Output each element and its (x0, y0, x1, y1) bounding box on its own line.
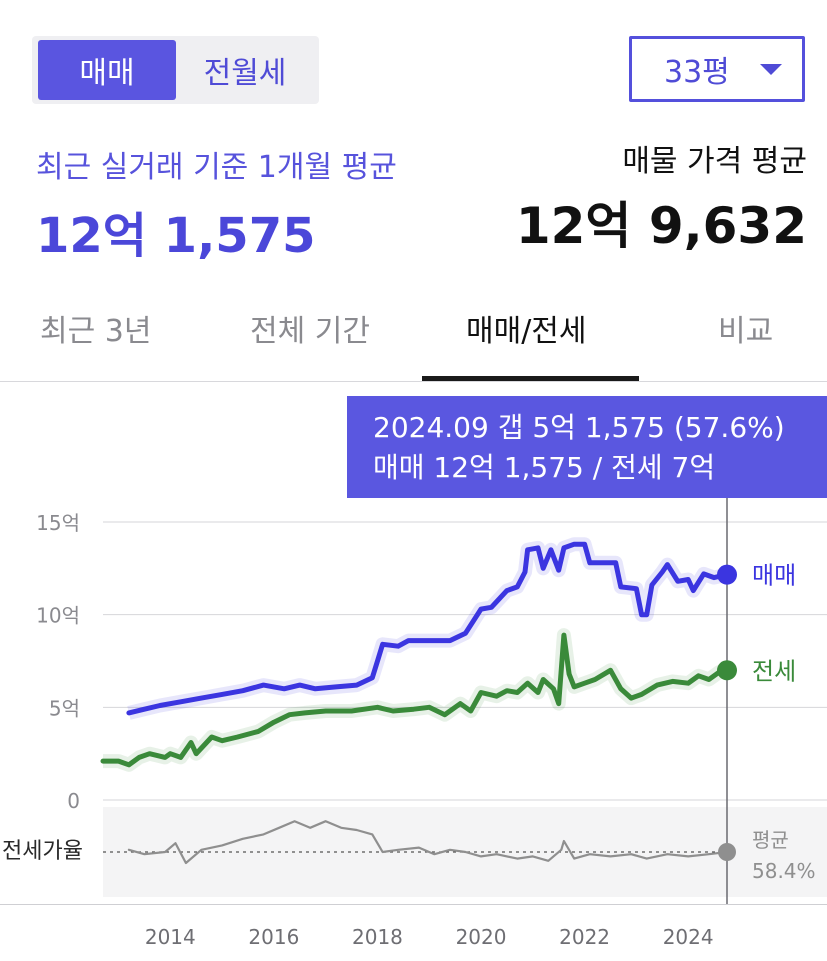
recent-deal-value: 12억 1,575 (36, 208, 316, 264)
ratio-axis-label: 전세가율 (2, 839, 83, 864)
tab-sale-jeonse[interactable]: 매매/전세 (466, 314, 587, 349)
series-end-label-0: 매매 (752, 562, 796, 590)
x-tick-label: 2014 (145, 925, 196, 949)
listing-price-value: 12억 9,632 (515, 197, 807, 255)
series-end-value-2: 58.4% (752, 859, 816, 883)
series-end-marker-1 (717, 660, 737, 681)
series-end-label-1: 전세 (752, 657, 796, 685)
x-tick-label: 2020 (456, 925, 507, 949)
tab-recent-3y[interactable]: 최근 3년 (40, 314, 152, 349)
area-select[interactable]: 33평 (629, 36, 805, 102)
tab-full-period[interactable]: 전체 기간 (250, 314, 370, 349)
tooltip-price-line: 매매 12억 1,575 / 전세 7억 (373, 451, 716, 484)
x-tick-label: 2016 (248, 925, 299, 949)
series-line-1 (100, 632, 730, 768)
y-tick-label: 0 (67, 789, 80, 813)
toggle-sale-button[interactable]: 매매 (38, 40, 176, 100)
listing-price-label: 매물 가격 평균 (622, 144, 807, 179)
chart-tooltip: 2024.09 갭 5억 1,575 (57.6%) 매매 12억 1,575 … (347, 396, 827, 498)
tab-divider (0, 381, 827, 382)
caret-down-icon (759, 63, 782, 75)
x-tick-label: 2022 (559, 925, 610, 949)
series-end-label-2: 평균 (752, 828, 789, 852)
series-line-0 (126, 541, 730, 716)
series-band-0 (127, 537, 729, 720)
y-tick-label: 10억 (36, 604, 80, 628)
y-tick-label: 15억 (36, 511, 80, 535)
area-select-value: 33평 (664, 55, 730, 90)
x-tick-label: 2024 (663, 925, 714, 949)
recent-deal-label: 최근 실거래 기준 1개월 평균 (36, 150, 397, 185)
tooltip-gap-line: 2024.09 갭 5억 1,575 (57.6%) (373, 411, 785, 444)
x-tick-label: 2018 (352, 925, 403, 949)
series-end-marker-0 (717, 564, 737, 585)
series-end-marker-2 (718, 843, 736, 861)
active-tab-indicator (422, 376, 639, 381)
y-tick-label: 5억 (49, 696, 80, 720)
deal-type-toggle: 매매 전월세 (32, 36, 319, 104)
series-line-2 (127, 820, 729, 865)
toggle-rent-button[interactable]: 전월세 (203, 56, 287, 91)
tab-compare[interactable]: 비교 (718, 314, 774, 349)
bottom-divider (0, 904, 827, 905)
